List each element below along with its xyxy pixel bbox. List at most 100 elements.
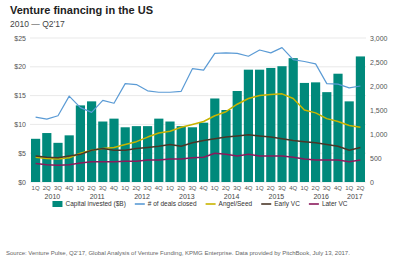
bar	[154, 119, 163, 182]
line	[36, 135, 361, 158]
bar	[199, 123, 208, 182]
bar	[31, 139, 40, 182]
legend-item: Early VC	[261, 200, 300, 208]
year-label: 2013	[179, 193, 195, 200]
x-tick-label: 1Q	[211, 185, 219, 191]
grid-line	[30, 66, 366, 67]
legend-swatch	[261, 203, 271, 205]
plot-area	[31, 48, 365, 182]
legend-label: Early VC	[274, 200, 300, 208]
x-tick-label: 4Q	[334, 185, 342, 191]
x-tick-label: 4Q	[244, 185, 252, 191]
year-label: 2016	[313, 193, 329, 200]
bar	[266, 68, 275, 182]
bar	[255, 70, 264, 182]
legend-swatch	[206, 203, 216, 205]
bar	[98, 122, 107, 182]
legend-label: # of deals closed	[148, 200, 197, 207]
subtitle: 2010 — Q2’17	[10, 19, 65, 29]
x-tick-label: 3Q	[233, 185, 241, 191]
x-tick-label: 2Q	[88, 185, 96, 191]
bar	[188, 127, 197, 182]
x-tick-label: 2Q	[132, 185, 140, 191]
legend-label: Capital invested ($B)	[65, 200, 125, 208]
bar	[132, 126, 141, 182]
legend-item: Capital invested ($B)	[52, 200, 125, 208]
bar	[311, 82, 320, 182]
legend-item: Angel/Seed	[206, 200, 253, 208]
y2-tick-label: 3,000	[370, 35, 388, 42]
bar	[177, 126, 186, 182]
bar	[356, 56, 365, 182]
bar	[322, 92, 331, 182]
grid-line	[30, 38, 366, 39]
bar	[221, 110, 230, 182]
title: Venture financing in the US	[10, 4, 153, 16]
x-tick-label: 4Q	[155, 185, 163, 191]
x-tick-label: 4Q	[200, 185, 208, 191]
y-tick-label: $10	[14, 121, 26, 128]
year-label: 2017	[347, 193, 363, 200]
x-tick-label: 1Q	[256, 185, 264, 191]
bar	[345, 101, 354, 182]
y2-tick-label: 0	[370, 179, 374, 186]
year-label: 2012	[134, 193, 150, 200]
x-tick-label: 4Q	[289, 185, 297, 191]
bar	[53, 143, 62, 182]
y2-tick-label: 500	[370, 155, 382, 162]
year-label: 2015	[269, 193, 285, 200]
bar	[210, 98, 219, 182]
x-tick-label: 3Q	[99, 185, 107, 191]
x-tick-label: 4Q	[65, 185, 73, 191]
year-label: 2011	[90, 193, 105, 200]
y2-tick-label: 2,000	[370, 83, 388, 90]
chart: Venture financing in the US 2010 — Q2’17 $…	[0, 0, 400, 261]
x-tick-label: 3Q	[144, 185, 152, 191]
legend-label: Later VC	[322, 200, 348, 207]
legend-item: Later VC	[309, 200, 348, 207]
y-tick-label: $25	[14, 35, 26, 42]
x-tick-label: 1Q	[166, 185, 174, 191]
y-tick-label: $20	[14, 63, 26, 70]
x-tick-label: 2Q	[267, 185, 275, 191]
bar	[121, 127, 130, 182]
legend: Capital invested ($B) # of deals closed An…	[52, 200, 347, 208]
line	[36, 94, 361, 159]
y2-tick-label: 1,000	[370, 131, 388, 138]
bar	[300, 83, 309, 182]
source: Source: Venture Pulse, Q2’17, Global Ana…	[6, 250, 350, 256]
bar	[333, 74, 342, 182]
y-tick-label: $0	[18, 179, 26, 186]
x-tick-label: 2Q	[312, 185, 320, 191]
y2-tick-label: 2,500	[370, 59, 388, 66]
x-tick-label: 2Q	[43, 185, 51, 191]
x-tick-label: 1Q	[76, 185, 84, 191]
x-tick-label: 3Q	[188, 185, 196, 191]
line	[36, 48, 361, 120]
y2-tick-label: 1,500	[370, 107, 388, 114]
legend-item: # of deals closed	[135, 200, 197, 207]
bar	[87, 101, 96, 182]
legend-swatch	[52, 201, 62, 207]
bar	[143, 126, 152, 182]
x-tick-label: 1Q	[300, 185, 308, 191]
legend-swatch	[135, 203, 145, 205]
bar	[289, 58, 298, 182]
x-tick-label: 3Q	[323, 185, 331, 191]
x-tick-label: 1Q	[32, 185, 40, 191]
x-tick-label: 2Q	[356, 185, 364, 191]
x-tick-label: 2Q	[177, 185, 185, 191]
legend-label: Angel/Seed	[219, 200, 253, 208]
year-label: 2014	[224, 193, 240, 200]
x-tick-label: 3Q	[278, 185, 286, 191]
legend-swatch	[309, 203, 319, 205]
line	[36, 153, 361, 165]
bar	[76, 105, 85, 182]
bar	[244, 70, 253, 182]
x-tick-label: 4Q	[110, 185, 118, 191]
year-label: 2010	[45, 193, 61, 200]
x-tick-label: 2Q	[222, 185, 230, 191]
y-tick-label: $5	[18, 150, 26, 157]
x-tick-label: 3Q	[54, 185, 62, 191]
bar	[277, 66, 286, 182]
